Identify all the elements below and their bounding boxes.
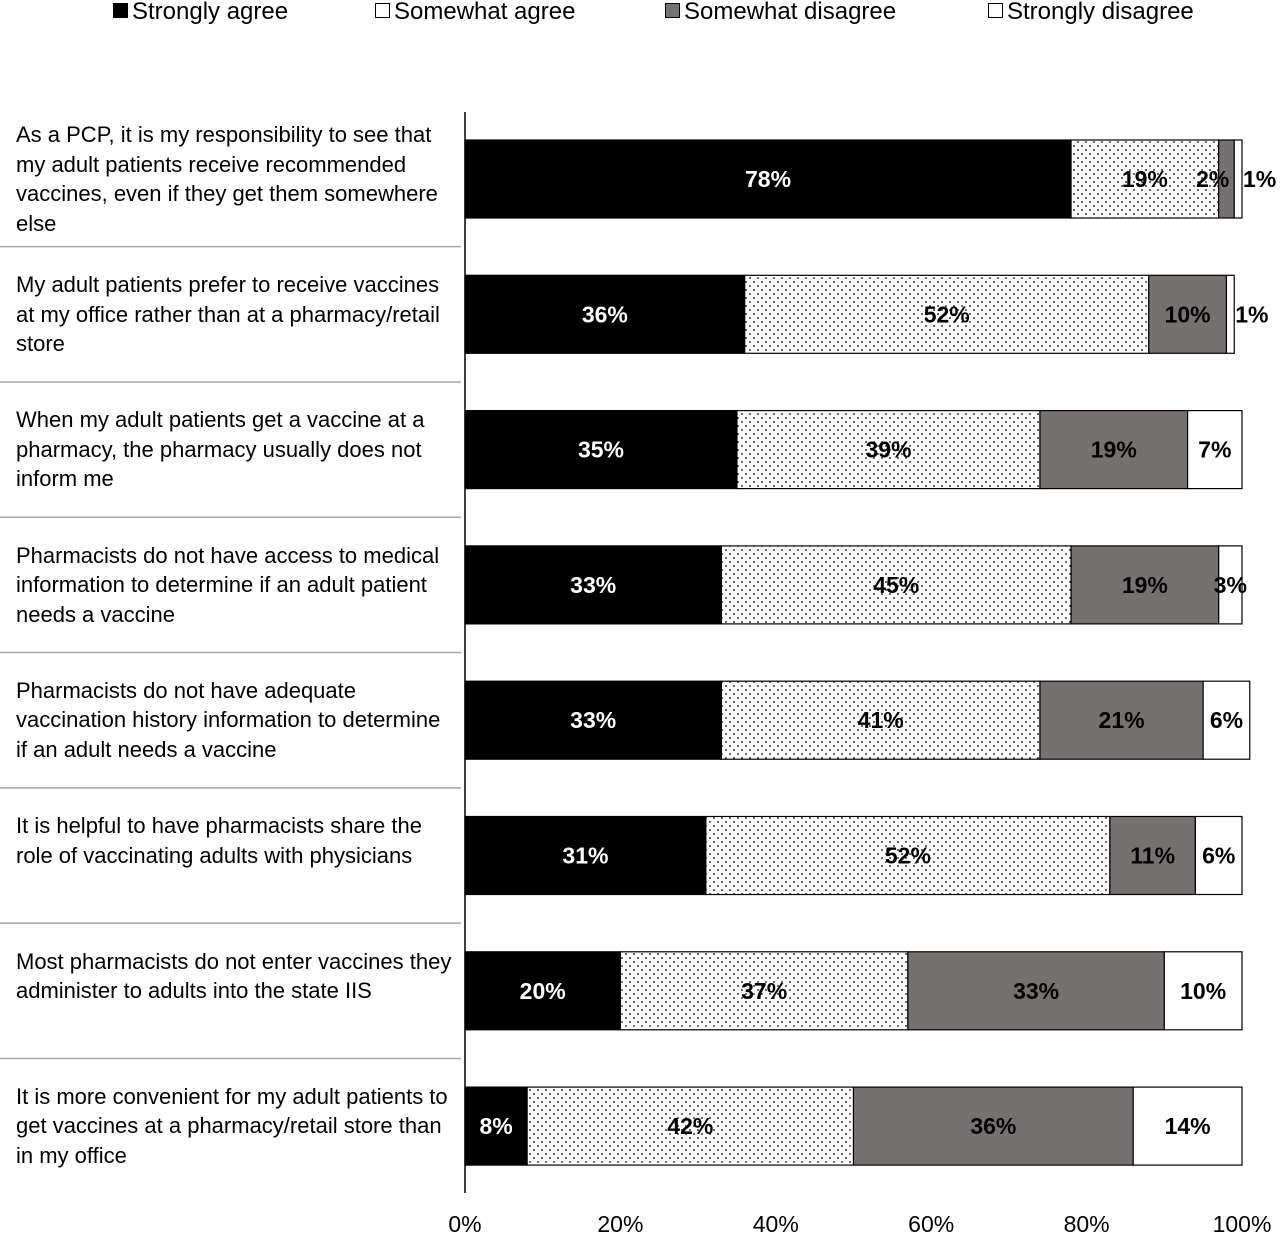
- data-label: 41%: [858, 707, 904, 733]
- legend-swatch: [375, 3, 390, 18]
- data-label: 8%: [479, 1113, 512, 1139]
- data-label: 19%: [1122, 166, 1168, 192]
- x-tick-label: 40%: [753, 1211, 799, 1234]
- legend-swatch: [988, 3, 1003, 18]
- data-label: 2%: [1196, 166, 1229, 192]
- data-label: 33%: [570, 707, 616, 733]
- data-label: 10%: [1165, 301, 1211, 327]
- bar-segment: [1070, 545, 1220, 625]
- legend: Strongly agree Somewhat agree Somewhat dis…: [0, 0, 1280, 30]
- data-label: 52%: [885, 843, 931, 869]
- bar-segment: [1163, 951, 1243, 1031]
- legend-swatch: [665, 3, 680, 18]
- legend-item: Strongly agree: [113, 0, 288, 24]
- data-label: 1%: [1243, 166, 1276, 192]
- bar-segment: [464, 545, 723, 625]
- data-label: 1%: [1235, 301, 1268, 327]
- bar-segment: [1109, 815, 1196, 896]
- bar-segment: [744, 274, 1150, 354]
- legend-label: Strongly disagree: [1007, 0, 1194, 25]
- data-label: 11%: [1130, 843, 1175, 869]
- bar-segment: [1132, 1086, 1243, 1166]
- category-label: When my adult patients get a vaccine at …: [16, 407, 425, 492]
- bar-segment: [907, 951, 1165, 1031]
- data-label: 52%: [924, 301, 970, 327]
- data-label: 78%: [745, 166, 791, 192]
- data-label: 10%: [1180, 978, 1226, 1004]
- category-label: It is helpful to have pharmacists share …: [16, 813, 422, 868]
- bar-segment: [736, 410, 1041, 490]
- data-label: 31%: [562, 843, 608, 869]
- bar-segment: [464, 951, 621, 1031]
- data-label: 7%: [1198, 437, 1231, 463]
- category-label: Pharmacists do not have adequate vaccina…: [16, 677, 441, 762]
- data-label: 19%: [1122, 572, 1168, 598]
- data-label: 6%: [1202, 843, 1235, 869]
- bar-segment: [464, 274, 746, 354]
- data-label: 35%: [578, 437, 624, 463]
- data-label: 36%: [582, 301, 628, 327]
- data-label: 39%: [865, 437, 911, 463]
- data-label: 33%: [570, 572, 616, 598]
- legend-item: Somewhat agree: [375, 0, 575, 24]
- legend-swatch: [113, 3, 128, 18]
- data-label: 21%: [1099, 707, 1145, 733]
- bar-segment: [464, 139, 1072, 219]
- bar-segment: [464, 680, 723, 760]
- bar-segment: [1202, 680, 1251, 760]
- legend-item: Somewhat disagree: [665, 0, 896, 24]
- data-label: 33%: [1013, 978, 1059, 1004]
- bar-segment: [1070, 139, 1220, 219]
- x-tick-label: 0%: [448, 1211, 481, 1234]
- bar-segment: [852, 1086, 1134, 1166]
- data-label: 20%: [520, 978, 566, 1004]
- x-tick-label: 80%: [1064, 1211, 1110, 1234]
- legend-label: Somewhat agree: [394, 0, 576, 25]
- x-tick-label: 20%: [597, 1211, 643, 1234]
- bar-segment: [619, 951, 909, 1031]
- bar-segment: [1233, 139, 1243, 219]
- bar-segment: [1218, 545, 1243, 625]
- bar-segment: [464, 815, 707, 896]
- category-label: As a PCP, it is my responsibility to see…: [16, 122, 438, 236]
- data-label: 14%: [1165, 1113, 1211, 1139]
- bar-segment: [1187, 410, 1243, 490]
- bar-segment: [705, 815, 1111, 896]
- data-label: 45%: [873, 572, 919, 598]
- category-label: Most pharmacists do not enter vaccines t…: [16, 948, 452, 1004]
- bar-segment: [1039, 680, 1204, 760]
- legend-label: Strongly agree: [132, 0, 289, 25]
- legend-item: Strongly disagree: [988, 0, 1194, 24]
- bar-segment: [464, 1086, 528, 1166]
- data-label: 3%: [1214, 572, 1247, 598]
- x-tick-label: 100%: [1213, 1211, 1272, 1234]
- bar-segment: [1225, 274, 1235, 354]
- bar-segment: [720, 545, 1072, 625]
- category-label: My adult patients prefer to receive vacc…: [16, 272, 440, 357]
- data-label: 36%: [970, 1113, 1016, 1139]
- data-label: 37%: [741, 978, 787, 1004]
- x-tick-label: 60%: [908, 1211, 954, 1234]
- category-label: It is more convenient for my adult patie…: [16, 1083, 448, 1168]
- data-label: 42%: [667, 1113, 713, 1139]
- category-label: Pharmacists do not have access to medica…: [16, 542, 440, 627]
- bar-segment: [464, 410, 738, 490]
- data-label: 19%: [1091, 437, 1137, 463]
- data-label: 6%: [1210, 707, 1243, 733]
- bar-segment: [1194, 815, 1243, 896]
- legend-label: Somewhat disagree: [684, 0, 897, 25]
